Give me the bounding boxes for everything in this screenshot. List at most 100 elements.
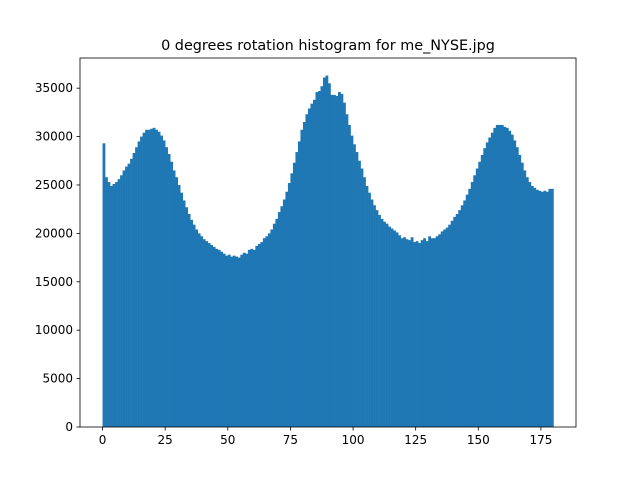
bar	[543, 190, 547, 427]
bar	[353, 144, 356, 427]
bar	[380, 218, 384, 427]
bar	[438, 234, 442, 427]
bar	[458, 210, 462, 427]
bar	[247, 249, 251, 427]
bar	[210, 244, 214, 427]
bar	[355, 152, 359, 427]
bar	[350, 135, 354, 428]
bar	[170, 161, 173, 427]
axes-frame	[79, 57, 577, 428]
x-tick-label: 125	[404, 433, 427, 447]
bar	[217, 249, 221, 427]
bar	[428, 236, 432, 427]
bar	[445, 227, 449, 427]
bar	[135, 147, 138, 427]
bar	[155, 129, 158, 427]
bar	[453, 216, 457, 427]
bar	[373, 205, 376, 427]
bar	[125, 166, 128, 428]
y-tick-label: 5000	[42, 372, 73, 386]
bar	[285, 191, 289, 427]
bar	[102, 143, 106, 427]
bar	[433, 238, 437, 427]
bar	[310, 103, 314, 428]
bar	[297, 141, 301, 427]
bar	[495, 124, 499, 428]
bar	[330, 94, 334, 427]
bar	[315, 92, 319, 428]
bar	[468, 188, 472, 427]
x-tick-label: 175	[529, 433, 552, 447]
bar	[157, 131, 161, 428]
bar	[105, 177, 108, 427]
bar	[172, 170, 176, 428]
bar	[518, 154, 522, 427]
bar	[325, 75, 329, 428]
bar	[200, 236, 204, 427]
bar	[505, 127, 509, 427]
bar	[525, 177, 529, 427]
bar	[287, 183, 291, 427]
bar	[418, 243, 421, 427]
bar	[305, 114, 309, 428]
bar	[490, 132, 494, 427]
bar	[383, 221, 386, 427]
y-tick-label: 15000	[35, 275, 73, 289]
bar	[533, 187, 537, 427]
bar	[275, 218, 279, 427]
bar	[378, 214, 381, 427]
bar	[112, 184, 116, 427]
bar	[192, 224, 196, 427]
bar	[535, 189, 539, 427]
bar	[320, 86, 324, 428]
x-tick-label: 0	[99, 433, 107, 447]
bar	[443, 229, 447, 427]
bar	[292, 162, 296, 427]
bar	[212, 246, 216, 427]
bar	[450, 220, 454, 427]
bar	[132, 153, 136, 428]
bar	[165, 147, 168, 427]
bar	[235, 256, 239, 427]
bar	[302, 122, 306, 427]
bar	[440, 231, 444, 427]
bar	[227, 254, 231, 427]
bar	[115, 182, 118, 427]
x-tick-label: 75	[283, 433, 298, 447]
bar	[415, 241, 419, 427]
bar	[493, 127, 497, 427]
bar	[348, 124, 351, 428]
bar	[177, 184, 181, 427]
bar	[548, 188, 552, 427]
bar	[343, 102, 346, 427]
bar	[520, 162, 524, 427]
bar	[162, 140, 166, 427]
bar	[423, 238, 426, 427]
bar	[250, 248, 254, 427]
x-tick-label: 150	[467, 433, 490, 447]
chart-title: 0 degrees rotation histogram for me_NYSE…	[161, 38, 495, 54]
bar	[185, 207, 189, 427]
x-tick-label: 25	[158, 433, 173, 447]
bar	[388, 226, 391, 427]
bar	[515, 147, 519, 427]
bar	[175, 177, 178, 427]
bar	[107, 182, 111, 427]
bar	[222, 253, 226, 427]
y-tick-label: 35000	[35, 81, 73, 95]
bar	[270, 229, 274, 427]
bar	[335, 95, 339, 427]
bar	[267, 233, 271, 427]
bar	[455, 214, 459, 427]
bar	[167, 153, 171, 427]
bar	[400, 238, 404, 427]
bar	[408, 240, 411, 427]
bar	[523, 170, 527, 428]
bar	[260, 242, 264, 427]
bar	[137, 141, 141, 427]
bar	[130, 158, 133, 427]
bar	[338, 92, 341, 428]
bar	[232, 255, 236, 427]
bar	[473, 175, 477, 427]
bar	[365, 185, 369, 427]
